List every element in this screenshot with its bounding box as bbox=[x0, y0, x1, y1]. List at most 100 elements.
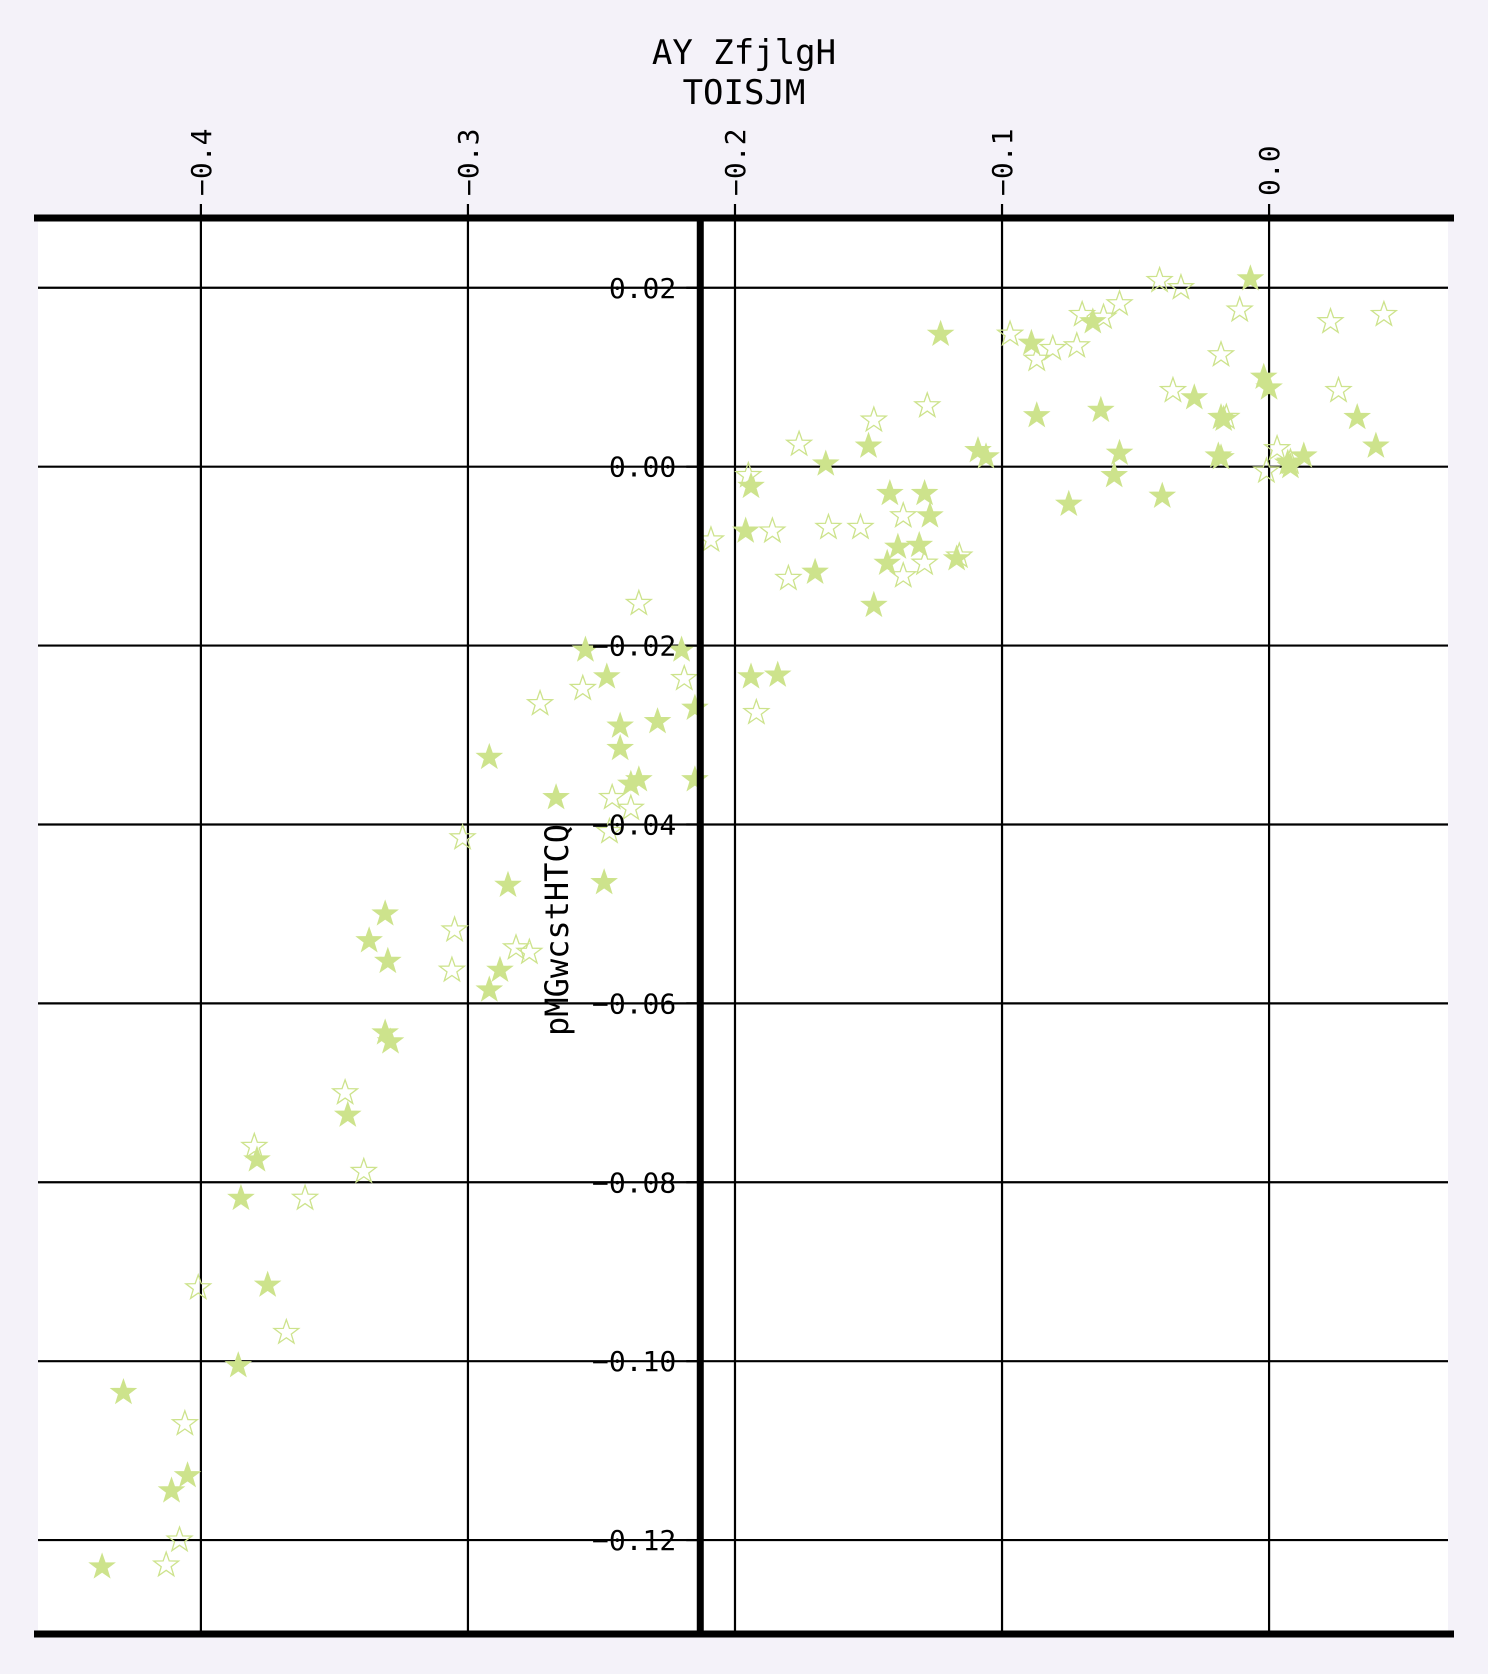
data-point-filled-star bbox=[1100, 461, 1129, 488]
data-point-outline-star bbox=[151, 1550, 181, 1578]
data-point-filled-star bbox=[1249, 362, 1278, 389]
data-point-outline-star bbox=[1316, 306, 1345, 334]
data-point-filled-star bbox=[1289, 441, 1318, 468]
data-points bbox=[88, 264, 1399, 1579]
data-point-outline-star bbox=[597, 782, 627, 810]
data-point-outline-star bbox=[774, 563, 803, 591]
data-point-filled-star bbox=[1207, 443, 1235, 470]
data-point-filled-star bbox=[681, 765, 709, 792]
data-point-outline-star bbox=[945, 541, 974, 569]
data-point-filled-star bbox=[224, 1351, 253, 1378]
data-point-filled-star bbox=[157, 1476, 186, 1503]
data-point-outline-star bbox=[568, 673, 598, 701]
data-point-filled-star bbox=[1343, 402, 1372, 430]
axis-spines bbox=[34, 214, 1454, 1638]
data-point-outline-star bbox=[290, 1183, 320, 1211]
y-tick-label: −0.12 bbox=[592, 1524, 676, 1557]
data-point-outline-star bbox=[888, 560, 918, 588]
data-point-outline-star bbox=[888, 500, 918, 528]
data-point-outline-star bbox=[437, 955, 467, 983]
data-point-outline-star bbox=[1089, 302, 1118, 330]
y-tick-label: −0.10 bbox=[592, 1345, 676, 1378]
data-point-outline-star bbox=[170, 1408, 200, 1436]
data-point-filled-star bbox=[860, 590, 888, 618]
data-point-filled-star bbox=[905, 530, 934, 558]
data-point-filled-star bbox=[1087, 395, 1115, 423]
data-point-outline-star bbox=[742, 697, 771, 725]
data-point-outline-star bbox=[616, 793, 646, 821]
data-point-filled-star bbox=[376, 1027, 405, 1054]
x-tick-label: −0.1 bbox=[986, 129, 1019, 196]
x-tick-label: −0.4 bbox=[185, 129, 218, 196]
data-point-outline-star bbox=[1158, 375, 1188, 403]
data-point-filled-star bbox=[1148, 481, 1177, 508]
data-point-filled-star bbox=[942, 544, 971, 571]
data-point-filled-star bbox=[606, 711, 634, 738]
y-axis-label: pMGwcstHTCQ bbox=[538, 824, 576, 1036]
data-point-outline-star bbox=[183, 1272, 213, 1300]
data-point-filled-star bbox=[1180, 383, 1209, 410]
data-point-filled-star bbox=[1362, 431, 1390, 458]
data-point-outline-star bbox=[1038, 333, 1068, 361]
data-point-outline-star bbox=[1262, 433, 1292, 461]
data-point-filled-star bbox=[801, 557, 829, 584]
data-point-outline-star bbox=[330, 1077, 360, 1105]
data-point-filled-star bbox=[253, 1270, 282, 1297]
data-point-filled-star bbox=[763, 660, 792, 687]
data-point-filled-star bbox=[371, 899, 399, 926]
data-point-outline-star bbox=[1166, 272, 1196, 300]
data-point-outline-star bbox=[1212, 402, 1241, 430]
data-point-outline-star bbox=[1206, 339, 1236, 367]
data-point-filled-star bbox=[617, 769, 645, 796]
data-point-outline-star bbox=[240, 1131, 269, 1159]
data-point-outline-star bbox=[910, 548, 939, 576]
data-point-outline-star bbox=[349, 1156, 379, 1184]
data-point-filled-star bbox=[227, 1183, 255, 1211]
data-point-filled-star bbox=[811, 449, 840, 476]
data-point-outline-star bbox=[624, 588, 654, 616]
data-point-filled-star bbox=[88, 1552, 116, 1579]
data-point-outline-star bbox=[165, 1525, 194, 1553]
x-tick-label: 0.0 bbox=[1253, 145, 1286, 196]
data-point-outline-star bbox=[1324, 375, 1353, 403]
data-point-outline-star bbox=[1369, 299, 1399, 327]
data-point-filled-star bbox=[731, 516, 760, 543]
data-point-filled-star bbox=[475, 742, 504, 770]
data-point-filled-star bbox=[1236, 264, 1265, 291]
data-point-filled-star bbox=[355, 926, 383, 953]
data-point-filled-star bbox=[590, 868, 618, 895]
data-point-outline-star bbox=[595, 816, 624, 844]
data-point-outline-star bbox=[670, 663, 699, 691]
data-point-outline-star bbox=[784, 429, 814, 457]
data-point-outline-star bbox=[440, 915, 469, 943]
plot-area bbox=[38, 218, 1448, 1634]
y-axis-ticks: 0.02 0.00 −0.02 −0.04 −0.06 −0.08 −0.10 −0.12 bbox=[592, 272, 701, 1557]
data-point-filled-star bbox=[592, 662, 621, 689]
data-point-filled-star bbox=[486, 955, 514, 983]
data-point-filled-star bbox=[1017, 328, 1046, 355]
data-point-filled-star bbox=[109, 1377, 138, 1405]
data-point-outline-star bbox=[1062, 330, 1092, 359]
data-point-filled-star bbox=[374, 946, 402, 974]
data-point-outline-star bbox=[814, 512, 843, 540]
data-point-outline-star bbox=[1225, 295, 1254, 323]
data-point-filled-star bbox=[737, 662, 765, 689]
data-point-filled-star bbox=[681, 693, 709, 720]
data-point-outline-star bbox=[913, 390, 942, 418]
data-point-filled-star bbox=[1022, 401, 1051, 428]
chart-title-line-2: TOISJM bbox=[683, 73, 806, 113]
data-point-outline-star bbox=[515, 937, 544, 965]
data-point-outline-star bbox=[501, 932, 531, 961]
y-tick-label: −0.04 bbox=[592, 808, 676, 841]
data-point-filled-star bbox=[884, 532, 912, 559]
data-point-filled-star bbox=[873, 548, 902, 576]
gridlines bbox=[38, 218, 1448, 1634]
data-point-filled-star bbox=[972, 442, 1000, 469]
data-point-filled-star bbox=[494, 870, 522, 898]
data-point-outline-star bbox=[1276, 447, 1305, 475]
x-tick-label: −0.2 bbox=[719, 129, 752, 196]
chart-title-line-1: AY ZfjlgH bbox=[652, 33, 836, 73]
y-tick-label: −0.06 bbox=[592, 987, 676, 1020]
data-point-filled-star bbox=[643, 707, 672, 734]
x-axis-ticks: −0.4 −0.3 −0.2 −0.1 0.0 bbox=[185, 129, 1286, 218]
